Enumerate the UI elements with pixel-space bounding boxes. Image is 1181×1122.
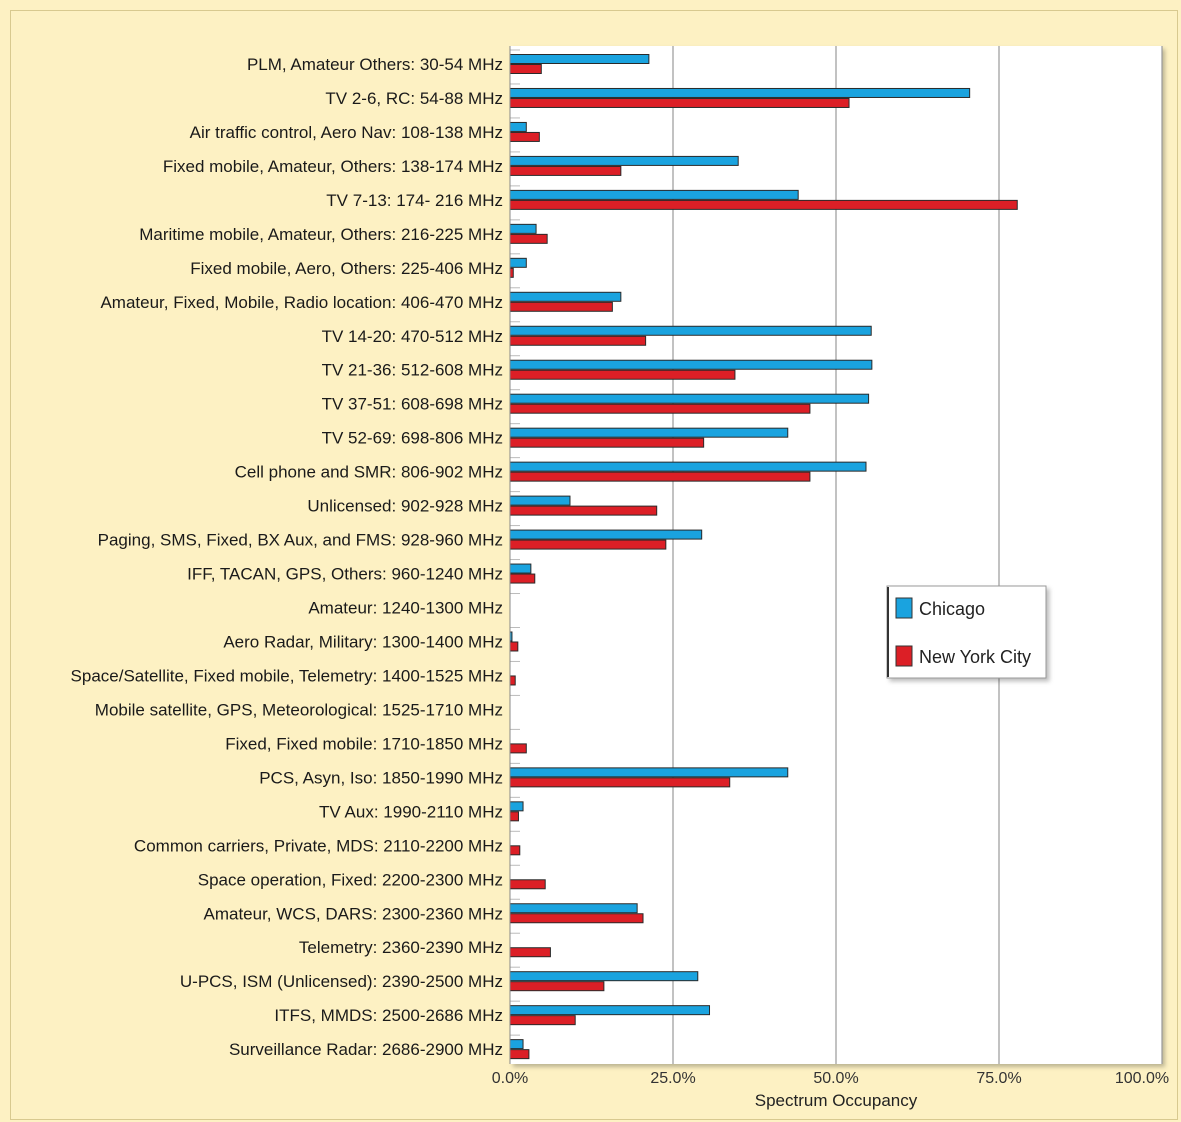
x-tick-label: 50.0% xyxy=(813,1070,858,1087)
category-label: Aero Radar, Military: 1300-1400 MHz xyxy=(223,632,503,651)
bar-chicago xyxy=(509,529,703,540)
bar-chicago xyxy=(509,223,537,234)
bar-chicago xyxy=(509,257,527,268)
bar-nyc xyxy=(509,947,551,958)
x-tick-label: 0.0% xyxy=(492,1070,528,1087)
bar-chicago xyxy=(509,801,524,812)
bar-chicago xyxy=(509,155,739,166)
bar-chicago xyxy=(509,1005,711,1016)
category-label: U-PCS, ISM (Unlicensed): 2390-2500 MHz xyxy=(180,972,503,991)
bar-nyc xyxy=(509,539,667,550)
legend-box xyxy=(886,585,1047,679)
bar-chicago xyxy=(509,767,789,778)
x-tick-labels: 0.0% 25.0% 50.0% 75.0% 100.0% xyxy=(492,1070,1169,1087)
bar-nyc xyxy=(509,97,850,108)
bar-chicago xyxy=(509,903,638,914)
category-label: IFF, TACAN, GPS, Others: 960-1240 MHz xyxy=(187,565,503,584)
bar-nyc xyxy=(509,199,1018,210)
bar-nyc xyxy=(509,811,519,822)
category-label: TV 37-51: 608-698 MHz xyxy=(322,395,503,414)
bar-nyc xyxy=(509,1015,576,1026)
category-label: Common carriers, Private, MDS: 2110-2200… xyxy=(134,836,503,855)
bar-chicago xyxy=(509,87,971,98)
bar-nyc xyxy=(509,845,521,856)
bar-chicago xyxy=(509,495,571,506)
category-label: Space operation, Fixed: 2200-2300 MHz xyxy=(198,870,503,889)
bar-nyc xyxy=(509,369,736,380)
bar-nyc xyxy=(509,301,613,312)
bar-nyc xyxy=(509,573,536,584)
x-tick-label: 75.0% xyxy=(976,1070,1021,1087)
category-label: PLM, Amateur Others: 30-54 MHz xyxy=(247,55,503,74)
category-label: Space/Satellite, Fixed mobile, Telemetry… xyxy=(71,666,503,685)
bar-chicago xyxy=(509,461,867,472)
legend-label-chicago: Chicago xyxy=(919,599,985,619)
category-label: Fixed, Fixed mobile: 1710-1850 MHz xyxy=(225,734,503,753)
category-label: ITFS, MMDS: 2500-2686 MHz xyxy=(274,1006,503,1025)
bar-chicago xyxy=(509,325,872,336)
category-label: Fixed mobile, Amateur, Others: 138-174 M… xyxy=(163,157,503,176)
bar-chicago xyxy=(509,291,622,302)
bar-chicago xyxy=(509,1039,524,1050)
category-label: TV 7-13: 174- 216 MHz xyxy=(326,191,503,210)
legend-label-nyc: New York City xyxy=(919,647,1031,667)
category-label: Amateur: 1240-1300 MHz xyxy=(308,599,503,618)
bar-nyc xyxy=(509,437,705,448)
bar-nyc xyxy=(509,1049,530,1060)
bar-chicago xyxy=(509,54,650,64)
category-label: TV 52-69: 698-806 MHz xyxy=(322,429,503,448)
legend-swatch-nyc xyxy=(895,645,913,667)
bar-nyc xyxy=(509,233,548,244)
bar-chicago xyxy=(509,189,799,200)
bar-chicago xyxy=(509,121,527,132)
bar-nyc xyxy=(509,879,546,890)
category-label: Air traffic control, Aero Nav: 108-138 M… xyxy=(190,123,503,142)
category-label: TV Aux: 1990-2110 MHz xyxy=(319,802,503,821)
bar-nyc xyxy=(509,913,644,924)
x-axis-title: Spectrum Occupancy xyxy=(755,1091,918,1110)
bar-nyc xyxy=(509,641,519,652)
legend: Chicago New York City xyxy=(886,585,1047,679)
category-label: Amateur, Fixed, Mobile, Radio location: … xyxy=(100,293,503,312)
x-tick-label: 100.0% xyxy=(1115,1070,1169,1087)
bar-nyc xyxy=(509,777,731,788)
category-labels: PLM, Amateur Others: 30-54 MHz TV 2-6, RC… xyxy=(71,55,503,1059)
bar-nyc xyxy=(509,471,811,482)
gridlines xyxy=(672,46,1163,1064)
bar-chicago xyxy=(509,563,532,574)
category-label: Cell phone and SMR: 806-902 MHz xyxy=(235,463,503,482)
bar-nyc xyxy=(509,403,811,414)
category-label: Fixed mobile, Aero, Others: 225-406 MHz xyxy=(190,259,503,278)
bar-nyc xyxy=(509,675,516,686)
category-label: Mobile satellite, GPS, Meteorological: 1… xyxy=(95,700,503,719)
legend-swatch-chicago xyxy=(895,597,913,619)
bar-nyc xyxy=(509,981,605,992)
category-label: TV 21-36: 512-608 MHz xyxy=(322,361,503,380)
category-label: Surveillance Radar: 2686-2900 MHz xyxy=(229,1040,503,1059)
bar-chicago xyxy=(509,427,789,438)
category-label: Maritime mobile, Amateur, Others: 216-22… xyxy=(139,225,503,244)
bar-nyc xyxy=(509,165,622,176)
bar-nyc xyxy=(509,64,542,74)
category-label: Paging, SMS, Fixed, BX Aux, and FMS: 928… xyxy=(98,531,503,550)
x-tick-label: 25.0% xyxy=(650,1070,695,1087)
category-label: PCS, Asyn, Iso: 1850-1990 MHz xyxy=(259,768,503,787)
bar-chicago xyxy=(509,359,873,370)
bar-nyc xyxy=(509,131,540,142)
bar-nyc xyxy=(509,743,527,754)
category-label: Telemetry: 2360-2390 MHz xyxy=(299,938,503,957)
bar-chicago xyxy=(509,393,870,404)
bar-chicago xyxy=(509,971,699,982)
category-label: Unlicensed: 902-928 MHz xyxy=(307,497,503,516)
category-label: TV 2-6, RC: 54-88 MHz xyxy=(325,89,503,108)
category-label: Amateur, WCS, DARS: 2300-2360 MHz xyxy=(203,904,503,923)
bar-nyc xyxy=(509,335,647,346)
bar-nyc xyxy=(509,505,658,516)
category-label: TV 14-20: 470-512 MHz xyxy=(322,327,503,346)
